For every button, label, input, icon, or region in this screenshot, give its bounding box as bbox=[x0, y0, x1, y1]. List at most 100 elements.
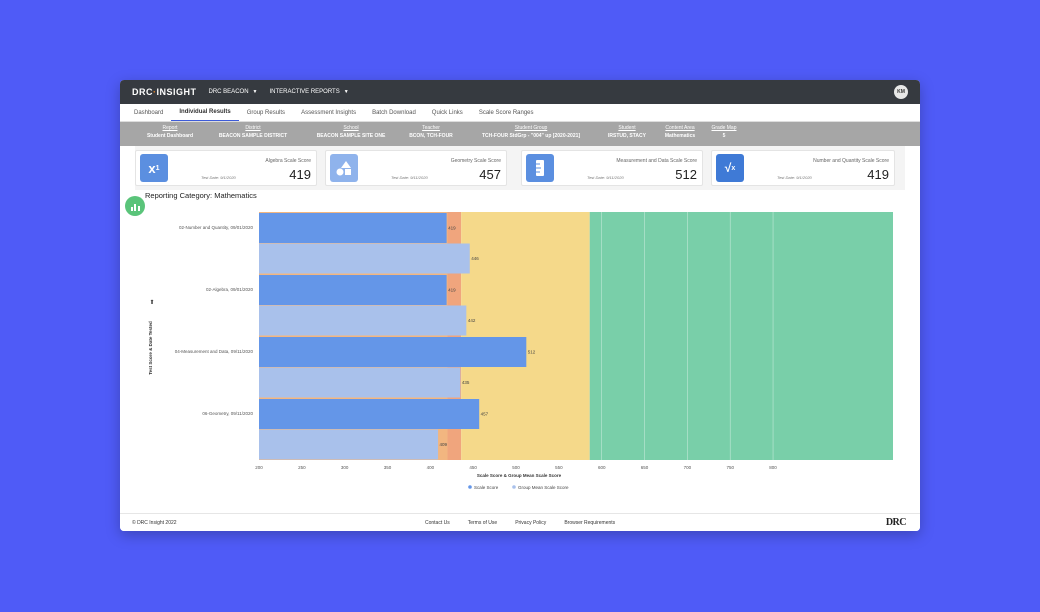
score-card-measurement[interactable]: Measurement and Data Scale Score Test Da… bbox=[521, 150, 703, 186]
legend-label[interactable]: Group Mean Scale Score bbox=[518, 485, 569, 490]
chart-panel: Reporting Category: Mathematics 419 446 41… bbox=[125, 190, 905, 506]
tab-quick-links[interactable]: Quick Links bbox=[431, 109, 463, 116]
filter-label: Student Group bbox=[514, 125, 548, 131]
filter-report[interactable]: Report Student Dashboard bbox=[140, 125, 200, 141]
category-label: 06-Geometry, 09/11/2020 bbox=[202, 411, 253, 416]
legend-label[interactable]: Scale Score bbox=[474, 485, 499, 490]
app-window: DRC·INSIGHT DRC BEACON ▼ INTERACTIVE REP… bbox=[120, 80, 920, 531]
product-menu-label: DRC BEACON bbox=[208, 89, 249, 95]
filter-content-area[interactable]: Content Area Mathematics bbox=[658, 125, 702, 141]
footer-link-contact[interactable]: Contact Us bbox=[425, 520, 450, 526]
chevron-down-icon: ▼ bbox=[252, 89, 258, 95]
card-date: Test Date: 9/11/2020 bbox=[587, 175, 624, 180]
x-tick-label: 750 bbox=[726, 465, 734, 470]
filter-value: TCH-FOUR StdGrp - "004" up [2020-2021] bbox=[481, 133, 581, 139]
bar-chart: 419 446 419 442 512 435 457 409 200 250 300 350 400… bbox=[148, 212, 893, 490]
card-title: Geometry Scale Score bbox=[450, 158, 501, 164]
performance-band-2 bbox=[461, 212, 590, 460]
x-tick-label: 400 bbox=[427, 465, 435, 470]
x-tick-label: 550 bbox=[555, 465, 563, 470]
top-bar: DRC·INSIGHT DRC BEACON ▼ INTERACTIVE REP… bbox=[120, 80, 920, 104]
card-score: 419 bbox=[289, 167, 311, 182]
score-card-geometry[interactable]: Geometry Scale Score Test Date: 9/11/202… bbox=[325, 150, 507, 186]
tab-assessment-insights[interactable]: Assessment Insights bbox=[301, 109, 357, 116]
bar-group-mean[interactable] bbox=[259, 243, 470, 274]
x-tick-label: 450 bbox=[469, 465, 477, 470]
category-label: 02-Number and Quantity, 09/01/2020 bbox=[179, 225, 253, 230]
filter-value: Mathematics bbox=[664, 133, 696, 139]
filter-value: BEACON SAMPLE DISTRICT bbox=[218, 133, 288, 139]
bar-scale-score[interactable] bbox=[259, 399, 480, 429]
filter-school[interactable]: School BEACON SAMPLE SITE ONE bbox=[306, 125, 396, 141]
logo-text-right: INSIGHT bbox=[156, 87, 197, 97]
footer-link-terms[interactable]: Terms of Use bbox=[467, 520, 498, 526]
filter-label: Grade Map bbox=[711, 125, 737, 131]
x-tick-label: 300 bbox=[341, 465, 349, 470]
bar-scale-score[interactable] bbox=[259, 337, 527, 367]
tab-dashboard[interactable]: Dashboard bbox=[134, 109, 164, 116]
bar-scale-score[interactable] bbox=[259, 213, 447, 243]
footer-link-privacy[interactable]: Privacy Policy bbox=[515, 520, 547, 526]
x-tick-label: 350 bbox=[384, 465, 392, 470]
bar-group-mean[interactable] bbox=[259, 429, 439, 460]
filter-district[interactable]: District BEACON SAMPLE DISTRICT bbox=[208, 125, 298, 141]
bar-value-label: 457 bbox=[481, 412, 489, 417]
tab-group-results[interactable]: Group Results bbox=[246, 109, 286, 116]
x-axis-label: Scale Score & Group Mean Scale Score bbox=[477, 473, 562, 478]
drc-footer-logo: DRC bbox=[885, 517, 907, 528]
filter-label: District bbox=[245, 125, 261, 131]
bar-chart-icon[interactable] bbox=[125, 196, 145, 216]
filter-teacher[interactable]: Teacher BCON, TCH-FOUR bbox=[402, 125, 460, 141]
shapes-icon bbox=[330, 154, 358, 182]
sqrt-icon: √ x bbox=[716, 154, 744, 182]
filter-value: BCON, TCH-FOUR bbox=[409, 133, 453, 139]
logo-text-left: DRC bbox=[132, 87, 153, 97]
bar-group-mean[interactable] bbox=[259, 367, 461, 398]
card-title: Algebra Scale Score bbox=[265, 158, 311, 164]
category-label: 04-Measurement and Data, 09/11/2020 bbox=[175, 349, 254, 354]
filter-student[interactable]: Student IRSTUD, STACY bbox=[600, 125, 654, 141]
filter-grade-map[interactable]: Grade Map 5 bbox=[706, 125, 742, 141]
filter-label: School bbox=[343, 125, 359, 131]
card-date: Test Date: 9/1/2020 bbox=[777, 175, 812, 180]
legend-swatch bbox=[468, 485, 472, 489]
card-score: 512 bbox=[675, 167, 697, 182]
filter-label: Report bbox=[162, 125, 178, 131]
filter-value: Student Dashboard bbox=[146, 133, 194, 139]
x-tick-label: 600 bbox=[598, 465, 606, 470]
x-tick-label: 800 bbox=[769, 465, 777, 470]
bar-value-label: 409 bbox=[440, 442, 448, 447]
bar-value-label: 419 bbox=[448, 226, 456, 231]
tab-batch-download[interactable]: Batch Download bbox=[372, 109, 416, 116]
reports-menu[interactable]: INTERACTIVE REPORTS ▼ bbox=[269, 89, 348, 95]
bar-value-label: 442 bbox=[468, 318, 476, 323]
card-title: Number and Quantity Scale Score bbox=[813, 158, 889, 164]
legend-swatch bbox=[512, 485, 516, 489]
score-card-number-quantity[interactable]: √ x Number and Quantity Scale Score Test … bbox=[711, 150, 895, 186]
x-tick-label: 650 bbox=[641, 465, 649, 470]
user-avatar[interactable]: KM bbox=[894, 85, 908, 99]
chevron-down-icon: ▼ bbox=[343, 89, 349, 95]
filter-student-group[interactable]: Student Group TCH-FOUR StdGrp - "004" up… bbox=[466, 125, 596, 141]
bar-value-label: 446 bbox=[471, 256, 479, 261]
bar-value-label: 419 bbox=[448, 288, 456, 293]
tab-individual-results[interactable]: Individual Results bbox=[171, 104, 239, 121]
sort-arrow-icon[interactable]: ⬆ bbox=[149, 299, 154, 306]
performance-band-3 bbox=[589, 212, 893, 460]
bar-group-mean[interactable] bbox=[259, 305, 467, 336]
chart-title: Reporting Category: Mathematics bbox=[145, 191, 257, 200]
filter-label: Content Area bbox=[665, 125, 695, 131]
card-date: Test Date: 9/11/2020 bbox=[391, 175, 428, 180]
tab-scale-score-ranges[interactable]: Scale Score Ranges bbox=[478, 109, 534, 116]
card-score: 419 bbox=[867, 167, 889, 182]
product-menu[interactable]: DRC BEACON ▼ bbox=[209, 89, 258, 95]
drc-insight-logo[interactable]: DRC·INSIGHT bbox=[132, 87, 197, 97]
footer-link-browser[interactable]: Browser Requirements bbox=[564, 520, 616, 526]
filter-value: 5 bbox=[722, 133, 726, 139]
bar-scale-score[interactable] bbox=[259, 275, 447, 305]
x-tick-label: 250 bbox=[298, 465, 306, 470]
